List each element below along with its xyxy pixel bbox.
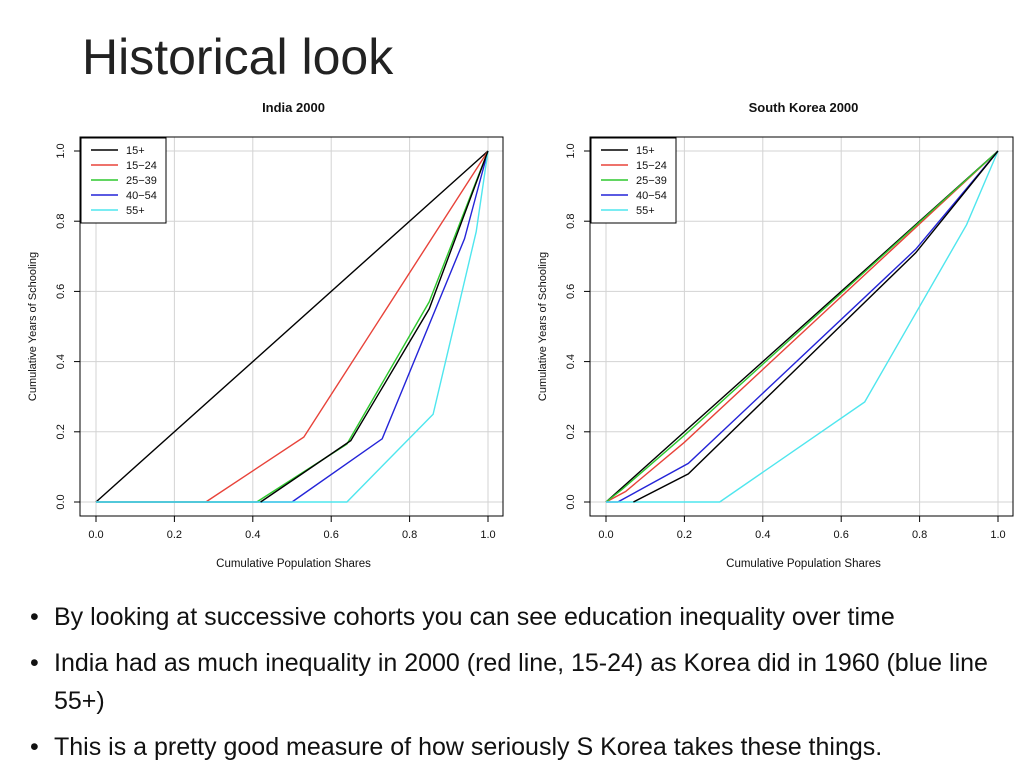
x-tick-label: 0.4	[755, 529, 770, 541]
x-tick-label: 0.2	[167, 529, 182, 541]
legend-label: 15−24	[636, 160, 667, 172]
y-tick-label: 0.6	[565, 284, 577, 299]
india-2000-chart: India 2000 0.0 0.2 0.4 0.6 0.8 1.0 0.0 0.2 0.4 0.6…	[27, 100, 504, 570]
chart-title: South Korea 2000	[749, 100, 859, 115]
y-tick-label: 0.0	[55, 494, 67, 509]
series-line-unlabeled	[260, 150, 489, 503]
x-tick-label: 0.8	[402, 529, 417, 541]
legend-label: 15−24	[126, 160, 157, 172]
series-line	[95, 150, 489, 503]
series-line	[605, 150, 999, 503]
y-tick-label: 0.4	[55, 354, 67, 369]
legend-label: 55+	[126, 205, 145, 217]
x-tick-label: 0.8	[912, 529, 927, 541]
y-tick-label: 0.2	[565, 424, 577, 439]
legend: 15+ 15−24 25−39 40−54 55+	[590, 137, 677, 224]
south-korea-2000-chart: South Korea 2000 0.0 0.2 0.4 0.6 0.8 1.0 0.0 0.2…	[537, 100, 1014, 570]
y-tick-label: 0.8	[565, 214, 577, 229]
legend-label: 15+	[636, 145, 655, 157]
y-tick-label: 1.0	[565, 143, 577, 158]
slide-title: Historical look	[82, 29, 394, 85]
bullet-item: India had as much inequality in 2000 (re…	[30, 644, 1020, 720]
x-tick-label: 0.2	[677, 529, 692, 541]
legend-label: 15+	[126, 145, 145, 157]
series-lines	[95, 150, 489, 503]
charts-area: India 2000 0.0 0.2 0.4 0.6 0.8 1.0 0.0 0.2 0.4 0.6…	[0, 92, 1024, 592]
x-axis-label: Cumulative Population Shares	[726, 558, 881, 570]
x-axis-label: Cumulative Population Shares	[216, 558, 371, 570]
y-tick-label: 0.0	[565, 494, 577, 509]
plot-frame	[589, 136, 1014, 517]
chart-title: India 2000	[262, 100, 325, 115]
y-tick-label: 0.4	[565, 354, 577, 369]
y-tick-label: 0.2	[55, 424, 67, 439]
bullet-item: This is a pretty good measure of how ser…	[30, 728, 1020, 766]
y-tick-label: 0.6	[55, 284, 67, 299]
series-line	[96, 150, 489, 503]
y-axis-label: Cumulative Years of Schooling	[537, 252, 549, 401]
y-axis-label: Cumulative Years of Schooling	[27, 252, 39, 401]
x-tick-label: 0.6	[324, 529, 339, 541]
x-tick-label: 1.0	[990, 529, 1005, 541]
x-tick-label: 0.4	[245, 529, 260, 541]
y-tick-label: 1.0	[55, 143, 67, 158]
legend-label: 40−54	[126, 190, 157, 202]
series-lines	[605, 150, 999, 503]
x-tick-label: 0.6	[834, 529, 849, 541]
series-line	[605, 150, 999, 503]
bullet-list: By looking at successive cohorts you can…	[30, 598, 1020, 774]
plot-frame	[79, 136, 504, 517]
series-line-unlabeled	[633, 150, 999, 503]
x-tick-label: 1.0	[480, 529, 495, 541]
series-line	[606, 150, 999, 503]
legend-label: 55+	[636, 205, 655, 217]
x-tick-label: 0.0	[88, 529, 103, 541]
legend-label: 25−39	[126, 175, 157, 187]
y-tick-label: 0.8	[55, 214, 67, 229]
legend-label: 40−54	[636, 190, 667, 202]
legend: 15+ 15−24 25−39 40−54 55+	[80, 137, 167, 224]
bullet-item: By looking at successive cohorts you can…	[30, 598, 1020, 636]
legend-label: 25−39	[636, 175, 667, 187]
x-tick-label: 0.0	[598, 529, 613, 541]
